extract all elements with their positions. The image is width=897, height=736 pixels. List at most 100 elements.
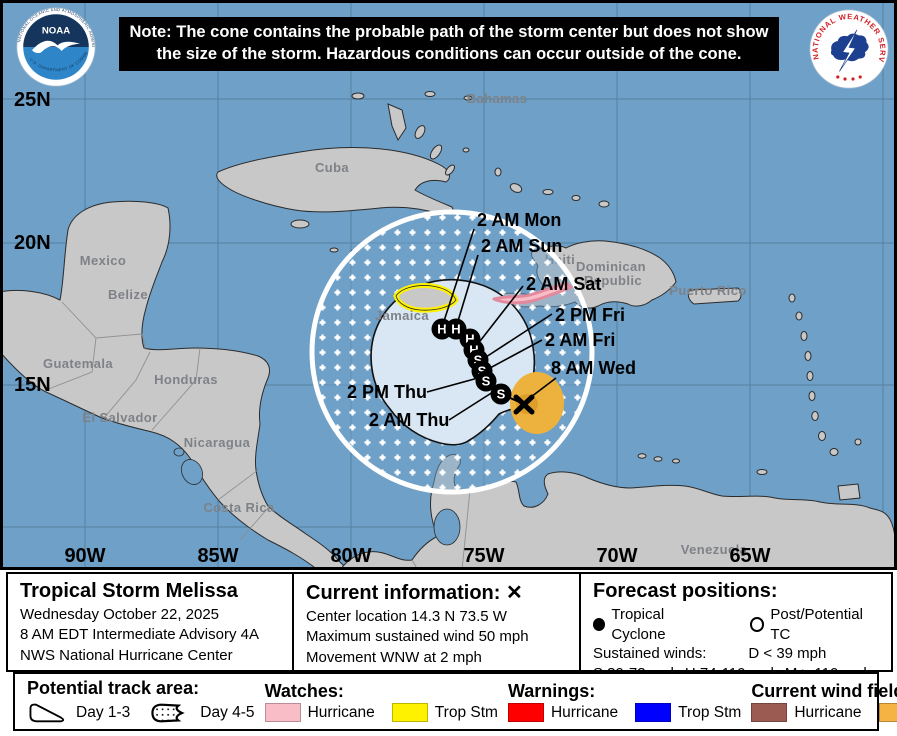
place-label-costa-rica: Costa Rica bbox=[203, 500, 275, 515]
hurricane-warning-label: Hurricane bbox=[550, 703, 619, 721]
place-label-cuba: Cuba bbox=[315, 160, 349, 175]
country-borders bbox=[45, 301, 471, 570]
lat-label-25n: 25N bbox=[14, 89, 51, 111]
lon-label-85w: 85W bbox=[197, 545, 238, 567]
islands-lesser-antilles bbox=[637, 293, 862, 475]
svg-text:H: H bbox=[451, 322, 460, 337]
time-label-2am-thu: 2 AM Thu bbox=[369, 410, 449, 430]
svg-text:S: S bbox=[474, 353, 483, 368]
land-south-america bbox=[339, 453, 897, 570]
lon-label-75w: 75W bbox=[463, 545, 504, 567]
tropstm-warning-swatch bbox=[635, 703, 672, 723]
place-label-honduras: Honduras bbox=[154, 372, 218, 387]
place-label-guatemala: Guatemala bbox=[43, 356, 113, 371]
lon-label-65w: 65W bbox=[729, 545, 770, 567]
current-wind: Maximum sustained wind 50 mph bbox=[306, 628, 529, 646]
time-label-2am-mon: 2 AM Mon bbox=[477, 210, 561, 230]
hurricane-wind-label: Hurricane bbox=[794, 703, 862, 721]
svg-text:S: S bbox=[482, 374, 491, 389]
hurricane-watch-swatch bbox=[264, 703, 301, 723]
current-movement: Movement WNW at 2 mph bbox=[306, 648, 482, 666]
place-label-el-salvador: El Salvador bbox=[82, 410, 157, 425]
time-label-2pm-fri: 2 PM Fri bbox=[555, 305, 625, 325]
nws-logo-dots bbox=[836, 75, 862, 81]
place-label-belize: Belize bbox=[108, 287, 148, 302]
lon-label-70w: 70W bbox=[596, 545, 637, 567]
lon-label-80w: 80W bbox=[330, 545, 371, 567]
day45-label: Day 4-5 bbox=[200, 703, 255, 721]
time-label-8am-wed: 8 AM Wed bbox=[551, 358, 636, 378]
tropstm-warning-label: Trop Stm bbox=[678, 703, 742, 721]
cone-day13 bbox=[370, 278, 536, 446]
time-label-2am-sat: 2 AM Sat bbox=[526, 274, 601, 294]
marker-2pm-thu: S bbox=[475, 370, 497, 392]
note-line1: Note: The cone contains the probable pat… bbox=[129, 23, 769, 41]
forecast-markers: H H H H S S S bbox=[431, 318, 535, 415]
place-labels: Mexico Cuba Bahamas Haiti Dominican Repu… bbox=[43, 91, 748, 557]
svg-text:H: H bbox=[437, 322, 446, 337]
post-potential-tc-label: Post/Potential TC bbox=[770, 606, 863, 643]
place-label-venezuela: Venezuela bbox=[681, 542, 748, 557]
storm-summary-panel: Tropical Storm Melissa Wednesday October… bbox=[8, 574, 292, 670]
legend-watches: Watches: Hurricane Trop Stm bbox=[264, 680, 508, 723]
cone-day45-icon bbox=[151, 703, 186, 723]
warnings-heading: Warnings: bbox=[507, 680, 596, 701]
nws-logo-icon: NATIONAL WEATHER SERVICE bbox=[809, 9, 889, 89]
sustained-winds-label: Sustained winds: bbox=[593, 645, 707, 662]
islands-bahamas bbox=[351, 91, 610, 208]
place-label-republic: Republic bbox=[584, 273, 642, 288]
track-area-heading: Potential track area: bbox=[27, 678, 200, 699]
place-label-puerto-rico: Puerto Rico bbox=[669, 283, 746, 298]
hurricane-watch-label: Hurricane bbox=[307, 703, 375, 721]
hurricane-track-map: Mexico Cuba Bahamas Haiti Dominican Repu… bbox=[0, 0, 897, 570]
time-label-2am-fri: 2 AM Fri bbox=[545, 330, 615, 350]
time-label-2am-sun: 2 AM Sun bbox=[481, 236, 562, 256]
wind-category-d: D < 39 mph bbox=[748, 645, 827, 662]
land-central-america bbox=[0, 200, 351, 570]
note-banner: Note: The cone contains the probable pat… bbox=[119, 17, 779, 71]
wind-field-tropstm bbox=[510, 372, 564, 434]
place-label-mexico: Mexico bbox=[80, 253, 126, 268]
current-info-heading: Current information: ✕ bbox=[306, 580, 569, 605]
watch-jamaica-tropstm: Jamaica bbox=[375, 283, 459, 323]
tropstm-wind-swatch bbox=[878, 703, 897, 723]
legend-wind-field: Current wind field estimate: Hurricane T… bbox=[751, 681, 897, 723]
lat-label-20n: 20N bbox=[14, 232, 51, 254]
place-label-jamaica: Jamaica bbox=[375, 308, 429, 323]
lakes bbox=[173, 447, 461, 546]
watches-heading: Watches: bbox=[264, 680, 344, 701]
coordinate-labels: 25N 20N 15N 90W 85W 80W 75W 70W 65W bbox=[14, 89, 771, 567]
note-line2: the size of the storm. Hazardous conditi… bbox=[156, 44, 742, 63]
place-label-nicaragua: Nicaragua bbox=[184, 435, 251, 450]
svg-text:H: H bbox=[469, 343, 478, 358]
current-position-marker-icon: ✕ bbox=[506, 582, 523, 604]
svg-text:S: S bbox=[497, 387, 506, 402]
tropstm-watch-swatch bbox=[391, 703, 428, 723]
land-puerto-rico bbox=[687, 287, 742, 305]
legend-track-area: Potential track area: Day 1-3 Day 4-5 bbox=[27, 678, 265, 725]
wind-field-heading: Current wind field estimate: bbox=[751, 680, 897, 701]
time-labels: 2 AM Mon 2 AM Sun 2 AM Sat 2 PM Fri 2 AM… bbox=[347, 210, 636, 430]
tropical-cyclone-label: Tropical Cyclone bbox=[611, 606, 666, 643]
legend-warnings: Warnings: Hurricane Trop Stm bbox=[507, 680, 751, 723]
current-location: Center location 14.3 N 73.5 W bbox=[306, 608, 507, 625]
noaa-logo-icon: NOAA NATIONAL OCEANIC AND ATMOSPHERIC AD… bbox=[16, 7, 96, 87]
current-position-x-icon bbox=[513, 394, 535, 415]
tropical-cyclone-dot-icon bbox=[593, 618, 606, 631]
legend-panel: Potential track area: Day 1-3 Day 4-5 bbox=[13, 672, 897, 731]
time-label-2pm-thu: 2 PM Thu bbox=[347, 382, 427, 402]
tropstm-watch-label: Trop Stm bbox=[434, 703, 498, 721]
current-info-heading-text: Current information: bbox=[306, 582, 501, 604]
svg-text:S: S bbox=[478, 364, 487, 379]
land-cuba bbox=[216, 147, 454, 215]
map-frame bbox=[0, 0, 897, 570]
leader-lines bbox=[426, 228, 557, 421]
forecast-heading: Forecast positions: bbox=[593, 580, 778, 602]
marker-2am-thu: S bbox=[490, 383, 512, 405]
storm-date: Wednesday October 22, 2025 bbox=[20, 606, 220, 623]
day13-label: Day 1-3 bbox=[76, 703, 131, 721]
current-info-panel: Current information: ✕ Center location 1… bbox=[292, 574, 579, 670]
info-panel: Tropical Storm Melissa Wednesday October… bbox=[6, 572, 893, 682]
lat-label-15n: 15N bbox=[14, 374, 51, 396]
